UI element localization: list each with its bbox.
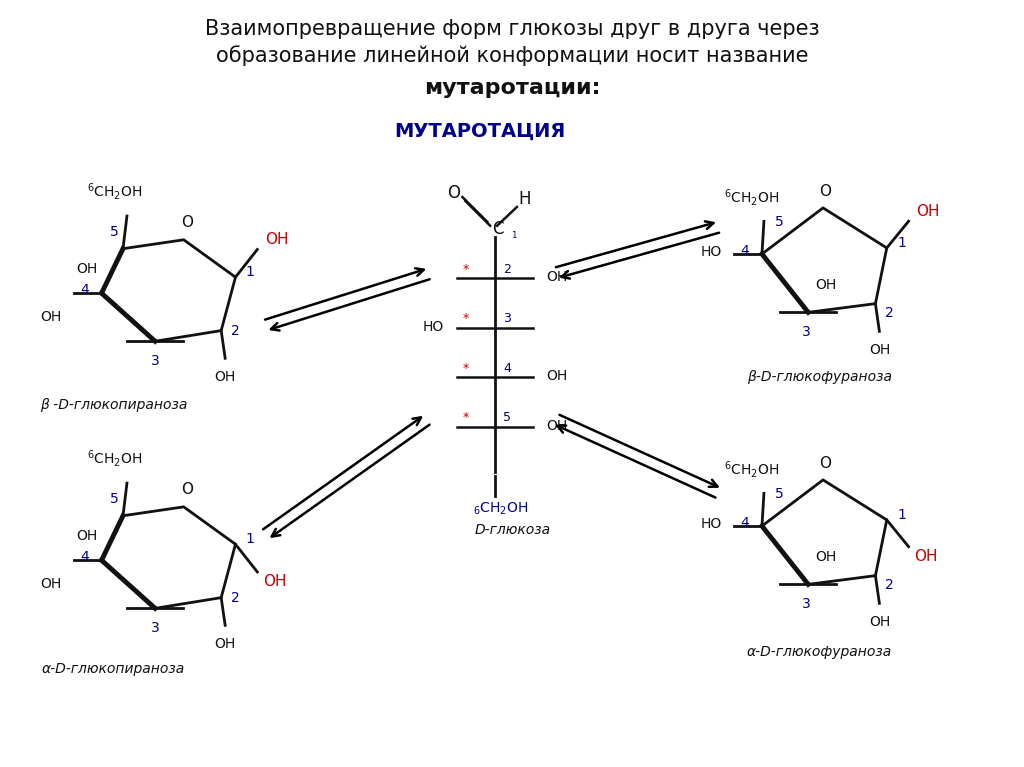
Text: OH: OH [868,615,890,629]
Text: OH: OH [547,419,568,433]
Text: OH: OH [815,549,837,564]
Text: OH: OH [215,637,236,651]
Text: $^6$CH$_2$OH: $^6$CH$_2$OH [724,459,780,479]
Text: Взаимопревращение форм глюкозы друг в друга через: Взаимопревращение форм глюкозы друг в др… [205,19,819,39]
Text: 1: 1 [898,508,906,522]
Text: 4: 4 [80,550,89,565]
Text: OH: OH [815,278,837,291]
Text: OH: OH [547,369,568,383]
Text: 5: 5 [111,492,119,506]
Text: OH: OH [76,262,97,276]
Text: 2: 2 [231,591,240,604]
Text: OH: OH [914,549,938,564]
Text: 1: 1 [898,236,906,250]
Text: 5: 5 [111,225,119,239]
Text: OH: OH [215,370,236,384]
Text: 3: 3 [151,354,160,368]
Text: 4: 4 [80,283,89,298]
Text: HO: HO [701,517,722,531]
Text: OH: OH [868,343,890,357]
Text: β-D-глюкофураноза: β-D-глюкофураноза [746,370,892,384]
Text: OH: OH [265,232,289,247]
Text: 2: 2 [886,305,894,320]
Text: 4: 4 [503,362,511,374]
Text: OH: OH [916,204,940,219]
Text: α-D-глюкопираноза: α-D-глюкопираноза [42,662,185,676]
Text: $^6$CH$_2$OH: $^6$CH$_2$OH [724,186,780,208]
Text: C: C [493,219,504,238]
Text: 2: 2 [886,578,894,591]
Text: $^6$CH$_2$OH: $^6$CH$_2$OH [87,181,142,202]
Text: O: O [819,456,831,471]
Text: OH: OH [547,270,568,284]
Text: α-D-глюкофураноза: α-D-глюкофураноза [746,645,892,659]
Text: $_1$: $_1$ [511,228,518,241]
Text: 4: 4 [740,244,749,258]
Text: OH: OH [41,577,61,591]
Text: 3: 3 [503,312,511,325]
Text: 2: 2 [503,263,511,276]
Text: O: O [447,184,460,202]
Text: 3: 3 [802,597,811,611]
Text: O: O [819,184,831,199]
Text: *: * [462,362,469,374]
Text: 1: 1 [246,532,254,546]
Text: 5: 5 [503,411,511,424]
Text: *: * [462,263,469,276]
Text: $_6$CH$_2$OH: $_6$CH$_2$OH [473,500,528,517]
Text: 5: 5 [775,215,783,229]
Text: образование линейной конформации носит название: образование линейной конформации носит н… [216,45,808,66]
Text: *: * [462,312,469,325]
Text: 4: 4 [740,516,749,530]
Text: МУТАРОТАЦИЯ: МУТАРОТАЦИЯ [394,122,566,141]
Text: *: * [462,411,469,424]
Text: D-глюкоза: D-глюкоза [475,523,551,538]
Text: O: O [180,215,193,230]
Text: 5: 5 [775,487,783,501]
Text: OH: OH [41,310,61,324]
Text: 2: 2 [231,324,240,337]
Text: 3: 3 [151,621,160,635]
Text: мутаротации:: мутаротации: [424,78,600,98]
Text: HO: HO [422,320,443,334]
Text: OH: OH [76,529,97,544]
Text: $^6$CH$_2$OH: $^6$CH$_2$OH [87,448,142,469]
Text: O: O [180,482,193,497]
Text: 3: 3 [802,325,811,339]
Text: OH: OH [263,574,287,589]
Text: H: H [518,190,531,208]
Text: 1: 1 [246,265,254,279]
Text: HO: HO [701,245,722,259]
Text: β -D-глюкопираноза: β -D-глюкопираноза [40,398,187,412]
